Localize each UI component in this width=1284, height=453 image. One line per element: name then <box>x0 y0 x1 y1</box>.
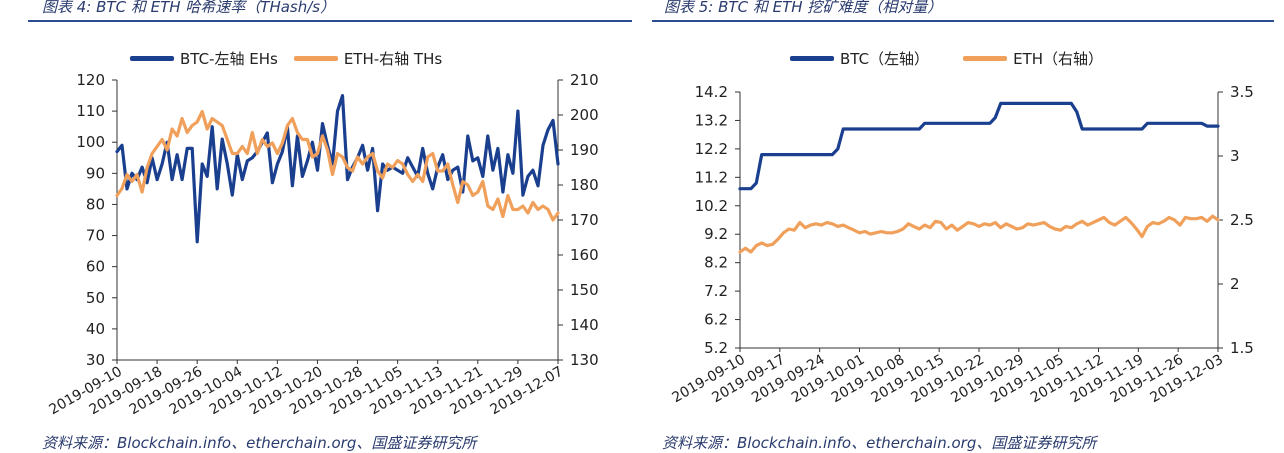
legend-item-btc: BTC（左轴） <box>790 48 929 69</box>
left-panel: 图表 4: BTC 和 ETH 哈希速率（THash/s） BTC-左轴 EHs… <box>0 0 632 452</box>
legend-swatch-eth <box>963 56 1008 61</box>
y-tick-label-left: 13.2 <box>695 111 728 129</box>
legend-swatch-btc <box>790 56 834 61</box>
y-tick-label-right: 200 <box>570 106 599 124</box>
y-tick-label-left: 120 <box>76 71 105 89</box>
y-tick-label-left: 14.2 <box>695 83 728 101</box>
y-tick-label-left: 6.2 <box>704 311 728 329</box>
hashrate-chart: 30 40 50 60 70 80 90 100 110 120 130 140 150 160 170 18… <box>47 71 599 418</box>
y-tick-label-right: 180 <box>570 176 599 194</box>
chart-title: 图表 4: BTC 和 ETH 哈希速率（THash/s） <box>42 0 336 16</box>
legend-label-eth: ETH-右轴 THs <box>343 50 443 68</box>
series-line-btc <box>115 93 560 244</box>
y-tick-label-right: 190 <box>570 141 599 159</box>
y-tick-label-left: 12.2 <box>695 140 728 158</box>
y-tick-label-left: 50 <box>86 289 105 307</box>
y-tick-label-left: 100 <box>76 133 105 151</box>
y-tick-label-left: 40 <box>86 320 105 338</box>
y-tick-label-left: 30 <box>86 351 105 369</box>
y-tick-label-left: 8.2 <box>704 254 728 272</box>
legend-label-btc: BTC（左轴） <box>840 50 930 68</box>
y-tick-label-left: 60 <box>86 258 105 276</box>
series-line-eth <box>115 109 560 222</box>
chart-title: 图表 5: BTC 和 ETH 挖矿难度（相对量） <box>664 0 943 16</box>
y-tick-label-right: 1.5 <box>1230 339 1254 357</box>
legend: BTC（左轴） ETH（右轴） <box>790 48 1119 69</box>
legend-swatch-btc <box>130 56 174 61</box>
difficulty-chart: 5.2 6.2 7.2 8.2 9.2 10.2 11.2 12.2 13.2 14.2 1.5 2 2… <box>670 83 1254 406</box>
y-tick-label-left: 10.2 <box>695 197 728 215</box>
y-tick-label-right: 3 <box>1230 147 1240 165</box>
legend-label-btc: BTC-左轴 EHs <box>180 50 278 68</box>
legend-item-btc: BTC-左轴 EHs <box>130 48 278 69</box>
y-tick-label-right: 210 <box>570 71 599 89</box>
right-panel: 图表 5: BTC 和 ETH 挖矿难度（相对量） BTC（左轴） ETH（右轴… <box>652 0 1284 452</box>
y-tick-label-left: 90 <box>86 164 105 182</box>
title-rule <box>28 20 632 22</box>
source-note: 资料来源：Blockchain.info、etherchain.org、国盛证券… <box>42 434 477 452</box>
y-tick-label-left: 5.2 <box>704 339 728 357</box>
title-rule <box>652 20 1274 22</box>
legend: BTC-左轴 EHs ETH-右轴 THs <box>130 48 458 69</box>
y-tick-label-left: 110 <box>76 102 105 120</box>
y-tick-label-right: 130 <box>570 351 599 369</box>
y-tick-label-right: 170 <box>570 211 599 229</box>
y-tick-label-right: 140 <box>570 316 599 334</box>
legend-item-eth: ETH（右轴） <box>963 48 1103 69</box>
series-line-eth <box>738 214 1220 254</box>
y-tick-label-left: 70 <box>86 227 105 245</box>
y-tick-label-left: 80 <box>86 195 105 213</box>
y-tick-label-right: 150 <box>570 281 599 299</box>
y-tick-label-right: 2 <box>1230 275 1240 293</box>
y-tick-label-left: 9.2 <box>704 225 728 243</box>
legend-swatch-eth <box>293 56 338 61</box>
source-note: 资料来源：Blockchain.info、etherchain.org、国盛证券… <box>662 434 1097 452</box>
y-tick-label-right: 3.5 <box>1230 83 1254 101</box>
y-tick-label-left: 11.2 <box>695 168 728 186</box>
y-tick-label-left: 7.2 <box>704 282 728 300</box>
y-tick-label-right: 2.5 <box>1230 211 1254 229</box>
y-tick-label-right: 160 <box>570 246 599 264</box>
legend-item-eth: ETH-右轴 THs <box>293 48 443 69</box>
series-line-btc <box>738 101 1220 191</box>
legend-label-eth: ETH（右轴） <box>1013 50 1103 68</box>
